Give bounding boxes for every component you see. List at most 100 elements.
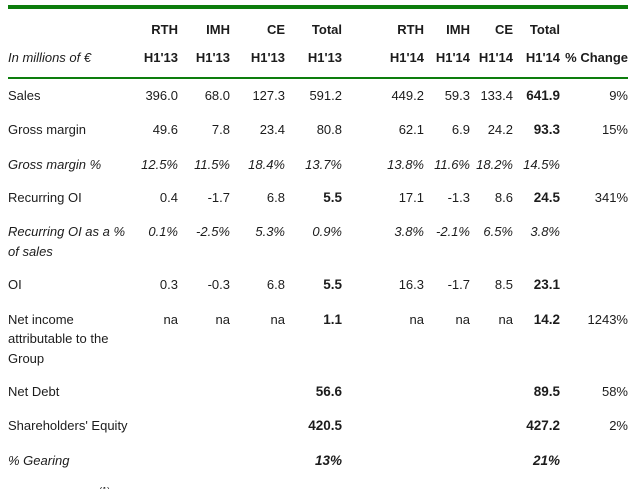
value-cell: na (163, 311, 178, 327)
value-cell (342, 478, 424, 489)
value-cell: 3.8% (530, 224, 560, 240)
row-label: Net income attributable to the Group (8, 311, 109, 366)
value-cell: 93.3 (533, 122, 560, 138)
row-label: % Gearing (8, 452, 70, 468)
pct-change-header: % Change (565, 49, 628, 65)
value-cell: 641.9 (526, 88, 560, 103)
period-header-1: H1'13 (143, 49, 178, 65)
table-row: Working capital (1) 312.5 390.125% (8, 478, 628, 489)
table-row: Gross margin 49.6 7.8 23.4 80.8 62.1 6.9 24.2 93… (8, 113, 628, 147)
value-cell: -2.5% (196, 224, 230, 240)
value-cell: 13.8% (387, 156, 424, 172)
value-cell: -1.7 (207, 190, 230, 205)
value-cell: 21% (532, 452, 560, 468)
value-cell: 18.4% (248, 156, 285, 172)
col-header-rth-h113: RTH (151, 22, 178, 37)
value-cell: 6.9 (451, 122, 470, 138)
value-cell: 16.3 (398, 277, 424, 293)
value-cell: 24.5 (533, 190, 560, 205)
value-cell (178, 444, 230, 478)
value-cell (134, 409, 178, 443)
value-cell: 17.1 (398, 190, 424, 205)
value-cell: 6.5% (483, 224, 513, 240)
row-label: Gross margin % (8, 156, 102, 172)
col-header-rth-h114: RTH (397, 22, 424, 37)
pct-change-cell: 9% (609, 88, 628, 103)
value-cell: na (270, 311, 285, 327)
table-row: Net Debt 56.6 89.5 58% (8, 375, 628, 409)
value-cell: 396.0 (145, 88, 178, 103)
value-cell: 420.5 (308, 418, 342, 434)
value-cell: 427.2 (526, 418, 560, 434)
value-cell (470, 409, 513, 443)
value-cell: 133.4 (480, 88, 513, 103)
value-cell (424, 478, 470, 489)
value-cell: 68.0 (204, 88, 230, 103)
value-cell: 5.5 (323, 277, 342, 293)
value-cell: 6.8 (266, 277, 285, 293)
value-cell: 11.5% (194, 156, 230, 172)
value-cell: -1.3 (447, 190, 470, 205)
value-cell: -0.3 (207, 277, 230, 293)
row-label: Working capital (1) (8, 478, 134, 489)
row-label: Sales (8, 88, 41, 103)
value-cell: 127.3 (252, 88, 285, 103)
value-cell (230, 375, 285, 409)
table-row: Net income attributable to the Group na na… (8, 303, 628, 376)
header-period-row: In millions of € H1'13 H1'13 H1'13 H1'13… (8, 44, 628, 79)
row-label: Shareholders' Equity (8, 418, 128, 434)
table-row: Recurring OI 0.4 -1.7 6.8 5.5 17.1 -1.3 8.6 24.5… (8, 181, 628, 215)
value-cell: 0.1% (148, 224, 178, 240)
row-label: Gross margin (8, 122, 87, 138)
value-cell: 23.1 (533, 277, 560, 293)
value-cell: na (409, 311, 424, 327)
header-group-row: RTH IMH CE Total RTH IMH CE Total (8, 7, 628, 44)
period-header-7: H1'14 (478, 49, 513, 65)
period-header-3: H1'13 (250, 49, 285, 65)
value-cell: 312.5 (285, 478, 342, 489)
row-label: Net Debt (8, 384, 60, 399)
pct-change-cell (560, 215, 628, 268)
value-cell: na (215, 311, 230, 327)
value-cell: 89.5 (533, 384, 560, 399)
value-cell: na (498, 311, 513, 327)
value-cell (342, 375, 424, 409)
value-cell (230, 444, 285, 478)
period-header-6: H1'14 (435, 49, 470, 65)
value-cell: 5.5 (323, 190, 342, 205)
pct-change-cell: 341% (594, 190, 628, 205)
value-cell: 23.4 (259, 122, 285, 138)
value-cell (134, 478, 178, 489)
value-cell (470, 478, 513, 489)
pct-change-cell: 15% (601, 122, 628, 138)
pct-change-cell: 58% (601, 384, 628, 399)
pct-change-cell (560, 444, 628, 478)
value-cell (178, 409, 230, 443)
period-header-8: H1'14 (525, 49, 560, 65)
value-cell: 59.3 (444, 88, 470, 103)
col-header-total-h113: Total (311, 22, 342, 37)
header-spacer (8, 7, 134, 44)
value-cell: 449.2 (391, 88, 424, 103)
value-cell: 18.2% (476, 156, 513, 172)
value-cell: 12.5% (141, 156, 178, 172)
table-row: Sales 396.0 68.0 127.3 591.2 449.2 59.3 133.4 64… (8, 78, 628, 113)
table-row: % Gearing 13% 21% (8, 444, 628, 478)
row-label: Recurring OI as a % of sales (8, 224, 126, 259)
value-cell (424, 409, 470, 443)
value-cell (342, 409, 424, 443)
value-cell: 0.4 (159, 190, 178, 205)
value-cell: -1.7 (447, 277, 470, 293)
value-cell: 0.3 (159, 277, 178, 293)
value-cell: 24.2 (487, 122, 513, 138)
pct-change-cell: 25% (560, 478, 628, 489)
value-cell (178, 478, 230, 489)
period-header-5: H1'14 (389, 49, 424, 65)
value-cell: 7.8 (211, 122, 230, 138)
value-cell (470, 375, 513, 409)
value-cell (134, 375, 178, 409)
pct-change-cell: 2% (609, 418, 628, 434)
col-header-imh-h114: IMH (446, 22, 470, 37)
value-cell: 8.5 (494, 277, 513, 293)
